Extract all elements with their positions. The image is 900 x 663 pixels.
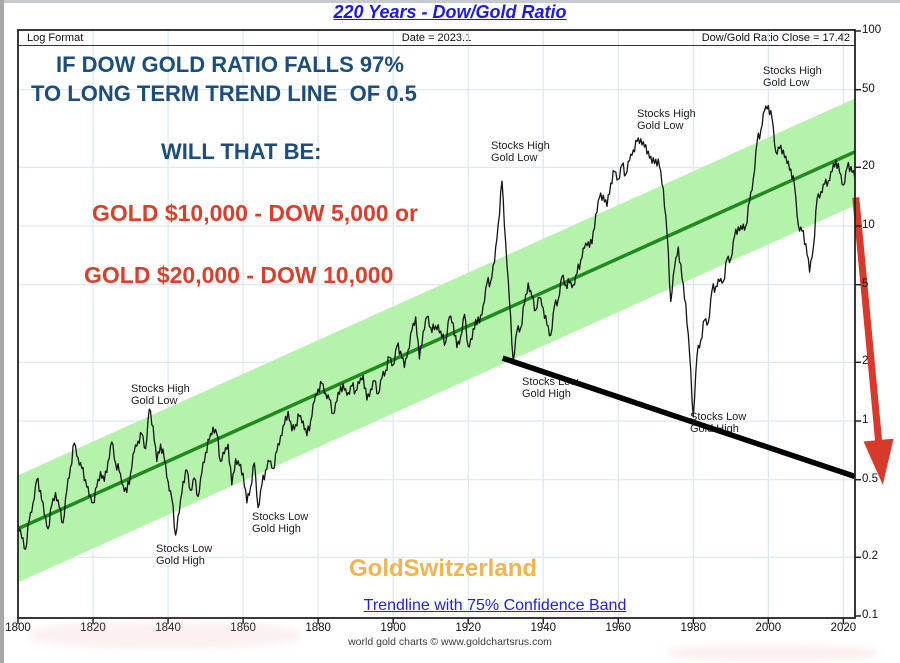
long-term-trendline	[18, 150, 855, 531]
window-edge-left	[0, 0, 4, 663]
x-axis-tick-label: 1980	[680, 622, 707, 634]
scenario-line1: GOLD $10,000 - DOW 5,000 or	[92, 200, 418, 226]
y-axis-tick-label: 10	[862, 219, 875, 231]
peak-trough-label: Stocks High Gold Low	[637, 108, 696, 132]
plot-border	[17, 29, 856, 619]
headline-line2: TO LONG TERM TREND LINE OF 0.5	[31, 81, 417, 106]
y-axis-tick-label: 1	[862, 414, 869, 426]
ratio-close-label: Dow/Gold Ratio Close = 17.42	[701, 32, 850, 44]
scenario-line2: GOLD $20,000 - DOW 10,000	[84, 262, 394, 288]
projection-arrow-shaft	[852, 197, 883, 447]
log-format-label: Log Format	[27, 32, 84, 44]
resistance-downtrend-line	[501, 355, 856, 479]
x-axis-tick-label: 1860	[230, 622, 256, 634]
y-axis-tick-label: 50	[862, 82, 875, 95]
window-edge-top	[0, 0, 900, 3]
watermark-artifact	[668, 646, 878, 660]
x-axis-tick-label: 1900	[380, 622, 406, 634]
x-axis-tick-label: 2020	[830, 622, 857, 634]
x-axis-tick-label: 2000	[755, 622, 782, 634]
trendline-caption: Trendline with 75% Confidence Band	[363, 597, 627, 614]
peak-trough-label: Stocks High Gold Low	[763, 65, 822, 89]
dow-gold-ratio-line	[18, 104, 855, 550]
y-axis-tick-label: 2	[862, 355, 869, 368]
x-axis-tick-label: 1800	[5, 622, 31, 634]
headline-line3: WILL THAT BE:	[161, 139, 322, 164]
y-axis-tick-label: 5	[862, 277, 869, 290]
y-axis-tick-label: 0.1	[862, 609, 878, 621]
x-axis-tick-label: 1820	[80, 622, 106, 634]
x-axis-tick-label: 1920	[455, 622, 481, 634]
goldswitzerland-watermark: GoldSwitzerland	[349, 555, 538, 582]
y-axis-tick-label: 100	[862, 24, 882, 36]
x-axis-tick-label: 1840	[155, 622, 181, 634]
chart-title: 220 Years - Dow/Gold Ratio	[333, 2, 567, 22]
y-axis-tick-label: 0.5	[862, 472, 878, 485]
watermark-artifact	[30, 622, 300, 648]
peak-trough-label: Stocks High Gold Low	[491, 140, 550, 164]
x-axis-tick-label: 1880	[305, 622, 331, 634]
projection-arrow-head	[863, 438, 894, 485]
peak-trough-label: Stocks High Gold Low	[131, 383, 190, 407]
y-axis-tick-label: 0.2	[862, 550, 878, 563]
y-axis-tick-label: 20	[862, 160, 875, 173]
headline-line1: IF DOW GOLD RATIO FALLS 97%	[56, 52, 404, 77]
date-label: Date = 2023.1	[401, 32, 472, 44]
copyright-footer: world gold charts © www.goldchartsrus.co…	[348, 636, 552, 648]
x-axis-tick-label: 1940	[530, 622, 557, 634]
x-axis-tick-label: 1960	[605, 622, 632, 634]
